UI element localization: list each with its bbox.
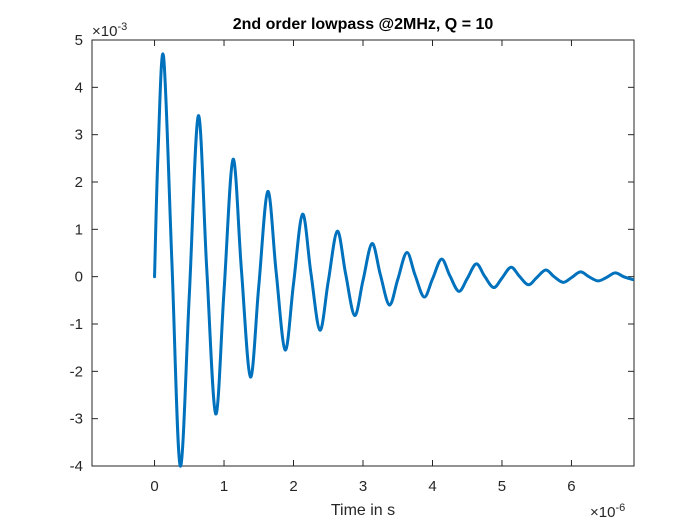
series-line — [153, 52, 635, 468]
x-tick-label: 5 — [498, 478, 506, 495]
y-tick-label: 1 — [75, 221, 83, 238]
plot-area — [91, 39, 635, 467]
y-exponent-base: ×10 — [92, 23, 117, 40]
y-tick-label: -4 — [70, 458, 83, 475]
y-tick-label: 2 — [75, 174, 83, 191]
y-tick-label: 5 — [75, 32, 83, 49]
chart-title: 2nd order lowpass @2MHz, Q = 10 — [233, 16, 494, 33]
tick-labels: 0 1 2 3 4 5 6 -4 -3 -2 -1 0 1 2 3 4 5 — [70, 32, 576, 495]
x-axis-exponent: ×10-6 — [590, 502, 625, 521]
x-tick-label: 3 — [359, 478, 367, 495]
y-tick-label: -1 — [70, 316, 83, 333]
x-axis-label: Time in s — [331, 502, 395, 519]
y-exponent-power: -3 — [117, 21, 127, 33]
y-tick-label: 4 — [75, 79, 83, 96]
ticks — [92, 39, 634, 467]
x-exponent-power: -6 — [615, 502, 625, 514]
y-tick-label: -3 — [70, 411, 83, 428]
x-tick-label: 0 — [150, 478, 158, 495]
x-exponent-base: ×10 — [590, 504, 615, 521]
y-axis-exponent: ×10-3 — [92, 21, 127, 40]
x-tick-label: 2 — [289, 478, 297, 495]
x-tick-label: 6 — [567, 478, 575, 495]
y-tick-label: -2 — [70, 363, 83, 380]
y-tick-label: 3 — [75, 127, 83, 144]
y-tick-label: 0 — [75, 269, 83, 286]
x-tick-label: 1 — [220, 478, 228, 495]
x-tick-label: 4 — [428, 478, 436, 495]
